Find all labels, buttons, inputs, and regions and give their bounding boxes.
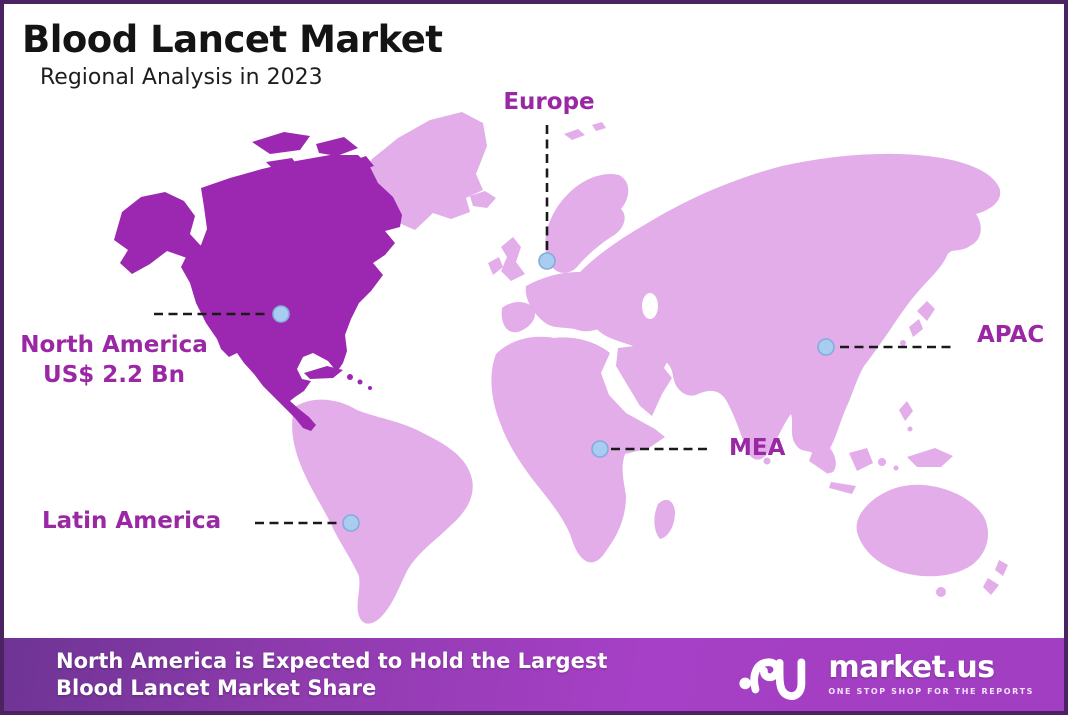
- island-mindanao: [907, 426, 913, 432]
- page-subtitle: Regional Analysis in 2023: [40, 64, 323, 90]
- label-north-america-name: North America: [20, 332, 208, 358]
- region-iberia: [501, 302, 536, 333]
- market-us-logo-icon: [739, 657, 806, 700]
- region-caribbean: [304, 366, 343, 379]
- brand-lockup: market.us ONE STOP SHOP FOR THE REPORTS: [736, 646, 1034, 704]
- label-north-america-value: US$ 2.2 Bn: [43, 361, 185, 388]
- island-tasmania: [936, 587, 946, 597]
- region-alaska: [114, 192, 201, 274]
- label-latin-america: Latin America: [42, 508, 222, 534]
- label-europe: Europe: [503, 89, 595, 115]
- continent-asia: [526, 153, 1001, 473]
- island-ireland: [488, 257, 503, 275]
- island-japan: [909, 301, 935, 337]
- page-title: Blood Lancet Market: [22, 18, 443, 61]
- region-arctic-islands: [252, 132, 374, 172]
- island-sri-lanka: [763, 457, 771, 465]
- caspian-sea: [642, 293, 658, 319]
- region-arabia: [616, 344, 672, 416]
- island-philippines: [899, 401, 913, 421]
- label-apac: APAC: [977, 322, 1045, 348]
- brand-tagline: ONE STOP SHOP FOR THE REPORTS: [828, 687, 1034, 696]
- island-java: [829, 482, 856, 494]
- marker-mea: [591, 440, 609, 458]
- footer-headline-line1: North America is Expected to Hold the La…: [56, 649, 608, 674]
- island-iceland: [470, 191, 496, 208]
- island-svalbard: [564, 122, 606, 140]
- island-sulawesi: [878, 458, 886, 466]
- island-sumatra: [809, 450, 834, 474]
- marker-latin-america: [342, 514, 360, 532]
- world-map: [114, 112, 1008, 624]
- island-new-guinea: [907, 448, 953, 467]
- island-borneo: [849, 448, 873, 471]
- island-hispaniola: [347, 374, 353, 380]
- continent-south-america: [292, 399, 473, 624]
- brand-text: market.us ONE STOP SHOP FOR THE REPORTS: [828, 650, 1034, 697]
- continents-light: [281, 112, 1008, 624]
- island-madagascar: [654, 499, 675, 539]
- region-na-mainland: [181, 155, 402, 431]
- brand-name: market.us: [828, 650, 995, 685]
- island-new-zealand: [983, 560, 1008, 595]
- marker-north-america: [272, 305, 290, 323]
- region-scandinavia: [545, 173, 629, 273]
- continent-africa: [491, 336, 665, 563]
- continent-australia: [856, 484, 988, 577]
- label-mea: MEA: [729, 435, 786, 461]
- island-kyushu: [900, 340, 906, 346]
- island-great-britain: [501, 237, 525, 281]
- continent-north-america-highlighted: [114, 132, 402, 431]
- island-antilles: [368, 386, 372, 390]
- footer-headline: North America is Expected to Hold the La…: [56, 648, 607, 701]
- header: Blood Lancet Market Regional Analysis in…: [22, 18, 443, 91]
- marker-apac: [817, 338, 835, 356]
- label-north-america: North America US$ 2.2 Bn: [12, 331, 216, 391]
- island-puerto-rico: [357, 379, 363, 385]
- marker-europe: [538, 252, 556, 270]
- footer-bar: North America is Expected to Hold the La…: [4, 638, 1064, 711]
- island-maluku: [893, 465, 899, 471]
- footer-headline-line2: Blood Lancet Market Share: [56, 675, 377, 700]
